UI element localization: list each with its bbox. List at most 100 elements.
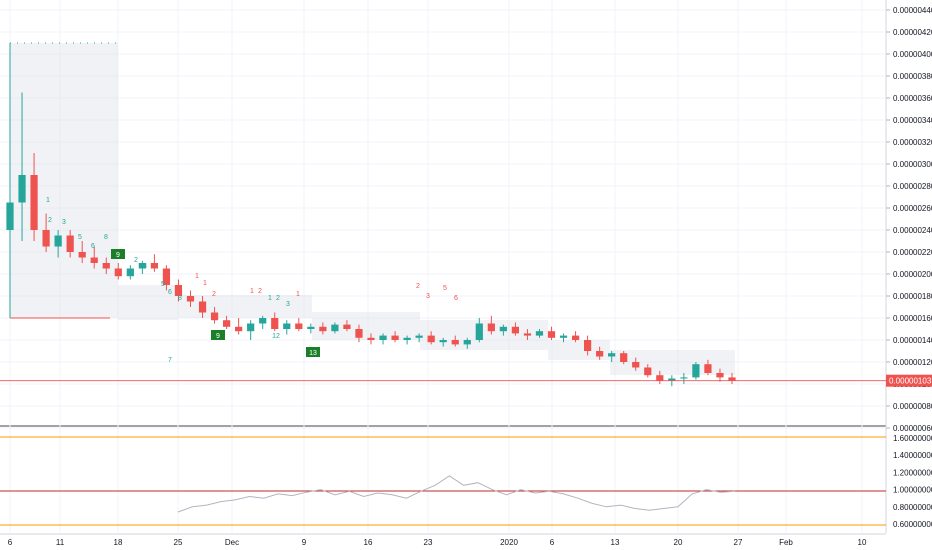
- td-range-box: [178, 295, 312, 318]
- candle-body: [620, 353, 628, 362]
- td-count-label: 3: [143, 263, 147, 270]
- candle-body: [283, 323, 291, 329]
- indicator-tick-label: 1.60000000: [893, 434, 932, 443]
- td-count-label: 1: [268, 295, 272, 302]
- td-count-label: 5: [161, 281, 165, 288]
- indicator-line: [177, 475, 736, 513]
- chart-axes[interactable]: 0.00000440 0.00000420 0.00000400 0.00000380…: [0, 6, 932, 547]
- td-count-label: 1: [203, 280, 207, 287]
- candle-body: [42, 230, 50, 247]
- price-tick-label: 0.00000440: [893, 6, 932, 15]
- candle-body: [487, 323, 495, 332]
- td-perfected-badge: [211, 330, 225, 340]
- time-tick-label: Feb: [779, 538, 793, 547]
- td-count-label: 2: [416, 283, 420, 290]
- candle-body: [18, 175, 26, 203]
- td-range-box: [10, 43, 118, 318]
- candle-body: [716, 373, 724, 378]
- candle-body: [571, 335, 580, 340]
- candle-body: [511, 326, 520, 334]
- time-tick-label: 9: [302, 538, 307, 547]
- td-count-label: 1: [46, 197, 50, 204]
- candle-body: [668, 378, 676, 381]
- td-count-label: 13: [309, 350, 317, 357]
- price-tick-label: 0.00000380: [893, 72, 932, 81]
- time-tick-label: 11: [56, 538, 65, 547]
- candle-body: [499, 326, 507, 332]
- price-tick-label: 0.00000220: [893, 248, 932, 257]
- td-count-label: 3: [426, 293, 430, 300]
- td-count-label: 3: [286, 301, 290, 308]
- current-price-badge: [886, 374, 932, 387]
- price-tick-label: 0.00000160: [893, 314, 932, 323]
- candle-body: [608, 353, 616, 357]
- candle-body: [66, 235, 74, 252]
- time-tick-label: 6: [8, 538, 13, 547]
- candle-body: [559, 335, 568, 338]
- candle-body: [331, 324, 339, 332]
- candle-body: [680, 377, 688, 379]
- candle-body: [367, 337, 375, 340]
- price-tick-label: 0.00000060: [893, 424, 932, 433]
- time-tick-label: 10: [858, 538, 867, 547]
- candle-body: [90, 257, 98, 263]
- candle-body: [210, 312, 219, 321]
- candle-body: [30, 175, 38, 230]
- td-count-label: 5: [443, 285, 447, 292]
- td-count-label: 12: [272, 333, 280, 340]
- candle-body: [728, 377, 736, 381]
- candle-body: [343, 324, 351, 329]
- candle-body: [535, 331, 544, 336]
- td-count-label: 9: [216, 333, 220, 340]
- price-tick-label: 0.00000300: [893, 160, 932, 169]
- price-tick-label: 0.00000400: [893, 50, 932, 59]
- candle-body: [114, 268, 122, 277]
- candle-body: [439, 340, 447, 343]
- candle-body: [355, 329, 363, 338]
- td-count-label: 6: [454, 295, 458, 302]
- indicator-pane: [0, 436, 886, 526]
- candle-body: [150, 263, 159, 269]
- candle-body: [307, 326, 315, 329]
- candle-body: [475, 323, 483, 340]
- price-tick-label: 0.00000340: [893, 116, 932, 125]
- candle-body: [415, 335, 423, 338]
- price-tick-label: 0.00000420: [893, 28, 932, 37]
- indicator-tick-label: 1.00000000: [893, 486, 932, 495]
- time-tick-label: 20: [674, 538, 683, 547]
- candle-body: [632, 362, 640, 368]
- td-count-label: 5: [78, 234, 82, 241]
- candle-body: [379, 335, 387, 340]
- td-count-label: 2: [134, 257, 138, 264]
- td-range-box: [548, 340, 610, 360]
- candle-body: [463, 340, 471, 345]
- candle-body: [259, 318, 267, 324]
- candle-body: [523, 333, 532, 336]
- td-count-label: 2: [258, 288, 262, 295]
- candle-body: [6, 202, 14, 230]
- td-count-label: 2: [48, 217, 52, 224]
- candle-body: [271, 318, 279, 329]
- indicator-tick-label: 0.80000000: [893, 503, 932, 512]
- time-tick-label: 2020: [500, 538, 518, 547]
- td-range-box: [610, 350, 735, 375]
- price-tick-label: 0.00000320: [893, 138, 932, 147]
- td-range-box: [118, 285, 178, 320]
- indicator-tick-label: 0.60000000: [893, 520, 932, 529]
- candle-body: [319, 326, 327, 332]
- td-count-label: 3: [62, 219, 66, 226]
- price-tick-label: 0.00000200: [893, 270, 932, 279]
- time-tick-label: 18: [114, 538, 123, 547]
- price-tick-label: 0.00000140: [893, 336, 932, 345]
- candle-body: [656, 375, 664, 381]
- candle-body: [198, 301, 207, 313]
- td-count-label: 6: [168, 289, 172, 296]
- candle-body: [126, 268, 134, 277]
- td-count-label: 2: [212, 291, 216, 298]
- price-tick-label: 0.00000360: [893, 94, 932, 103]
- time-tick-label: 16: [364, 538, 373, 547]
- current-price-label: 0.00000103: [889, 377, 932, 386]
- td-setup-bands: [9, 42, 735, 375]
